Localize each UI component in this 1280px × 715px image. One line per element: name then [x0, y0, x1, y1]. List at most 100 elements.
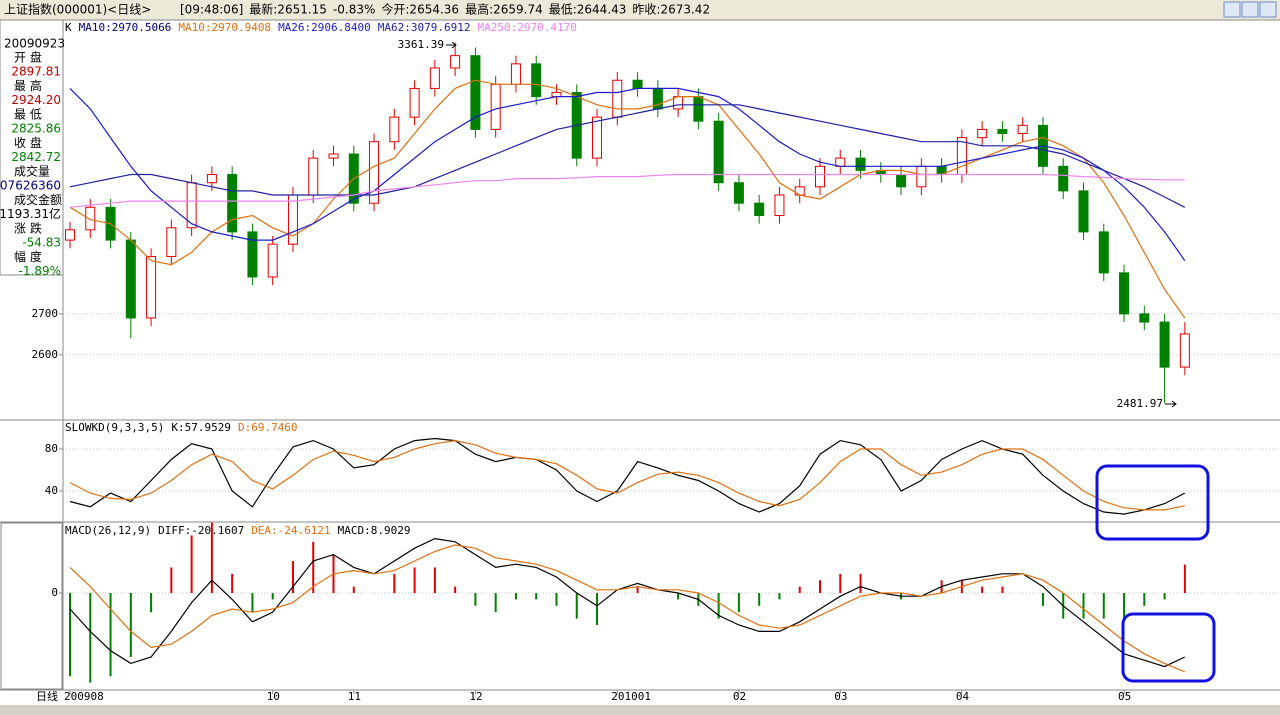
annotation-arrow: [1165, 400, 1177, 408]
candle-body: [956, 137, 967, 176]
indicator-line: [69, 544, 1186, 673]
x-tick-label: 04: [956, 690, 970, 703]
next-button[interactable]: [1241, 1, 1259, 18]
info-value: -54.83: [22, 236, 61, 250]
legend-entry: K: [65, 21, 72, 34]
candle-body: [85, 206, 96, 231]
candle-body: [592, 116, 603, 159]
legend-entry: MACD(26,12,9): [65, 524, 151, 537]
x-tick-label: 10: [267, 690, 280, 703]
candle-body: [997, 128, 1008, 135]
legend-entry: K:57.9529: [171, 421, 231, 434]
candle-body: [1159, 321, 1170, 368]
header-field: [09:48:06]: [180, 3, 243, 17]
info-label: 开 盘: [14, 50, 42, 65]
info-value: -1.89%: [19, 264, 61, 278]
title-bar-text: 上证指数(000001)<日线>: [4, 2, 151, 17]
candle-body: [146, 255, 157, 319]
info-label: 成交金额: [14, 192, 62, 207]
candle-body: [774, 194, 785, 216]
candle-body: [531, 63, 542, 98]
indicator-line: [69, 537, 1186, 668]
header-field: 昨收:2673.42: [632, 3, 710, 17]
y-tick-label: 0: [51, 586, 58, 599]
candle-body: [916, 165, 927, 188]
candle-body: [206, 174, 217, 184]
candle-body: [328, 153, 339, 159]
candle-body: [1078, 190, 1089, 233]
candle-body: [450, 55, 461, 69]
y-tick-label: 40: [45, 484, 58, 497]
status-bar: [0, 705, 1280, 715]
candle-body: [977, 128, 988, 139]
candle-body: [470, 55, 481, 130]
x-tick-label: 02: [733, 690, 746, 703]
candle-body: [308, 157, 319, 196]
candle-body: [1139, 313, 1150, 323]
close-button[interactable]: [1259, 1, 1277, 18]
info-date: 20090923: [4, 37, 65, 51]
candle-body: [1098, 231, 1109, 274]
info-label: 收 盘: [14, 135, 42, 150]
candle-body: [693, 96, 704, 122]
info-label: 成交量: [14, 164, 50, 179]
candle-body: [510, 63, 521, 85]
candle-body: [429, 67, 440, 89]
x-axis-label: 日线: [36, 689, 58, 703]
candle-body: [409, 87, 420, 118]
header-field: -0.83%: [333, 3, 375, 17]
ma-line: [69, 173, 1185, 208]
x-tick-label: 05: [1118, 690, 1131, 703]
indicator-line: [69, 439, 1185, 511]
candle-body: [125, 239, 136, 319]
candle-body: [1119, 272, 1130, 315]
candle-body: [1017, 124, 1028, 135]
highlight-box: [1121, 612, 1216, 683]
x-tick-label: 200908: [64, 690, 104, 703]
legend-entry: MACD:8.9029: [338, 524, 411, 537]
candle-body: [632, 79, 643, 89]
highlight-box: [1095, 464, 1210, 541]
legend-entry: MA250:2970.4170: [478, 21, 577, 34]
legend-entry: D:69.7460: [238, 421, 298, 434]
legend-entry: MA62:3079.6912: [378, 21, 471, 34]
x-tick-label: 03: [834, 690, 847, 703]
annotation-arrow: [446, 41, 457, 49]
ma-line: [69, 104, 1186, 208]
candle-body: [733, 182, 744, 204]
y-tick-label: 80: [45, 442, 58, 455]
header-field: 最低:2644.43: [549, 3, 627, 17]
legend-entry: MA26:2906.8400: [278, 21, 371, 34]
header-field: 最新:2651.15: [249, 2, 327, 17]
candle-body: [1058, 165, 1069, 192]
y-tick-label: 2600: [32, 348, 59, 361]
candle-body: [389, 116, 400, 143]
info-value: 2825.86: [11, 122, 61, 136]
info-label: 幅 度: [14, 249, 42, 264]
legend-entry: DIFF:-20.1607: [158, 524, 244, 537]
candle-body: [896, 174, 907, 188]
info-value: 2924.20: [11, 93, 61, 107]
candle-body: [65, 229, 75, 241]
info-label: 涨 跌: [14, 221, 42, 236]
candle-body: [369, 141, 380, 204]
indicator-line: [69, 437, 1186, 515]
prev-button[interactable]: [1223, 1, 1241, 18]
candle-body: [247, 231, 258, 278]
candle-body: [287, 194, 298, 245]
candle-body: [267, 243, 278, 278]
info-value: 2897.81: [11, 65, 61, 79]
ma-line: [69, 79, 1186, 319]
candle-body: [612, 79, 623, 118]
legend-entry: MA10:2970.9408: [178, 21, 271, 34]
candle-body: [1179, 333, 1190, 368]
legend-entry: DEA:-24.6121: [251, 524, 330, 537]
annotation: 2481.97: [1117, 397, 1163, 410]
candle-body: [166, 227, 177, 257]
candle-body: [754, 202, 765, 216]
info-value: 1193.31亿: [0, 206, 61, 221]
x-tick-label: 201001: [611, 690, 651, 703]
candle-body: [855, 157, 866, 171]
